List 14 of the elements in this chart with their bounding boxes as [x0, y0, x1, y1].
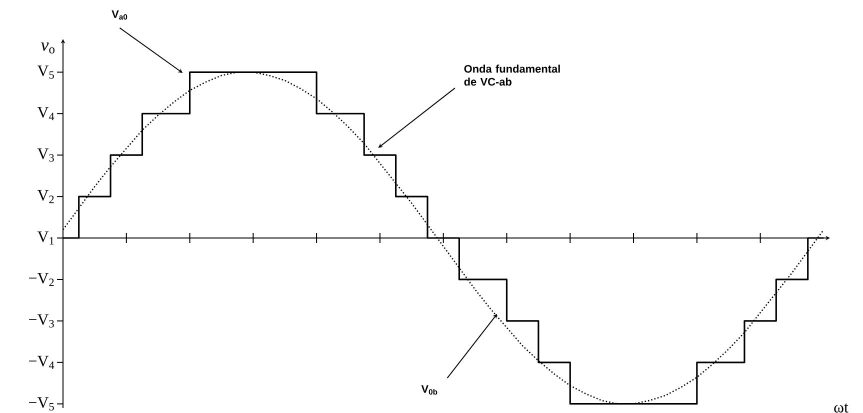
text: −V$_{2}$ — [29, 272, 54, 286]
text: V$_{5}$ — [37, 66, 54, 79]
annotation: V$_{0b}$ — [421, 385, 438, 395]
text: V$_{2}$ — [37, 190, 54, 204]
x-axis-title: ωt — [834, 403, 848, 413]
text: −V$_{5}$ — [29, 397, 54, 410]
text: V$_{3}$ — [37, 148, 54, 162]
text: V$_{1}$ — [37, 231, 54, 245]
y-axis-title: v$_{o}$ — [41, 42, 55, 54]
text: V$_{4}$ — [37, 107, 54, 120]
annotation: Onda fundamental de VC-ab — [464, 64, 560, 86]
text: −V$_{4}$ — [29, 356, 54, 369]
text: V$_{a0}$ — [112, 10, 128, 20]
text: −V$_{3}$ — [29, 314, 54, 328]
